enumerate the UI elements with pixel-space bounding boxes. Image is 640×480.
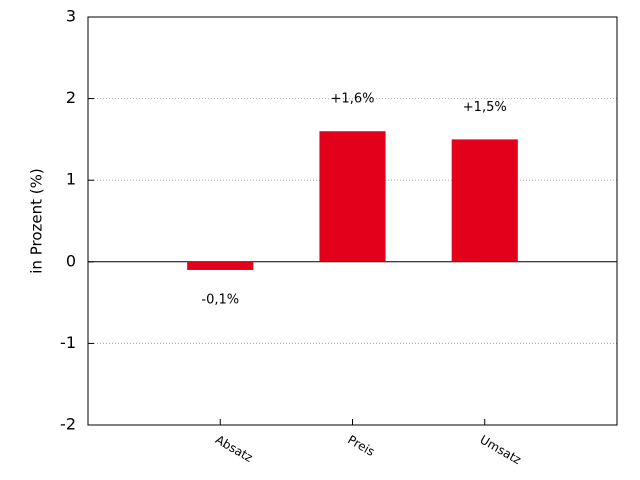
y-tick-label: -1 [60, 333, 76, 352]
bar [187, 261, 254, 270]
value-label: -0,1% [201, 292, 239, 307]
y-tick-label: 0 [66, 251, 76, 270]
y-tick-label: 1 [66, 170, 76, 189]
y-tick-label: 2 [66, 88, 76, 107]
value-label: +1,5% [463, 100, 507, 115]
y-axis-label: in Prozent (%) [28, 168, 46, 273]
plot-frame [87, 16, 618, 426]
y-tick-label: 3 [66, 7, 76, 26]
value-label: +1,6% [331, 92, 375, 107]
bar [451, 139, 518, 262]
y-tick-label: -2 [60, 415, 76, 434]
bar [319, 131, 386, 262]
